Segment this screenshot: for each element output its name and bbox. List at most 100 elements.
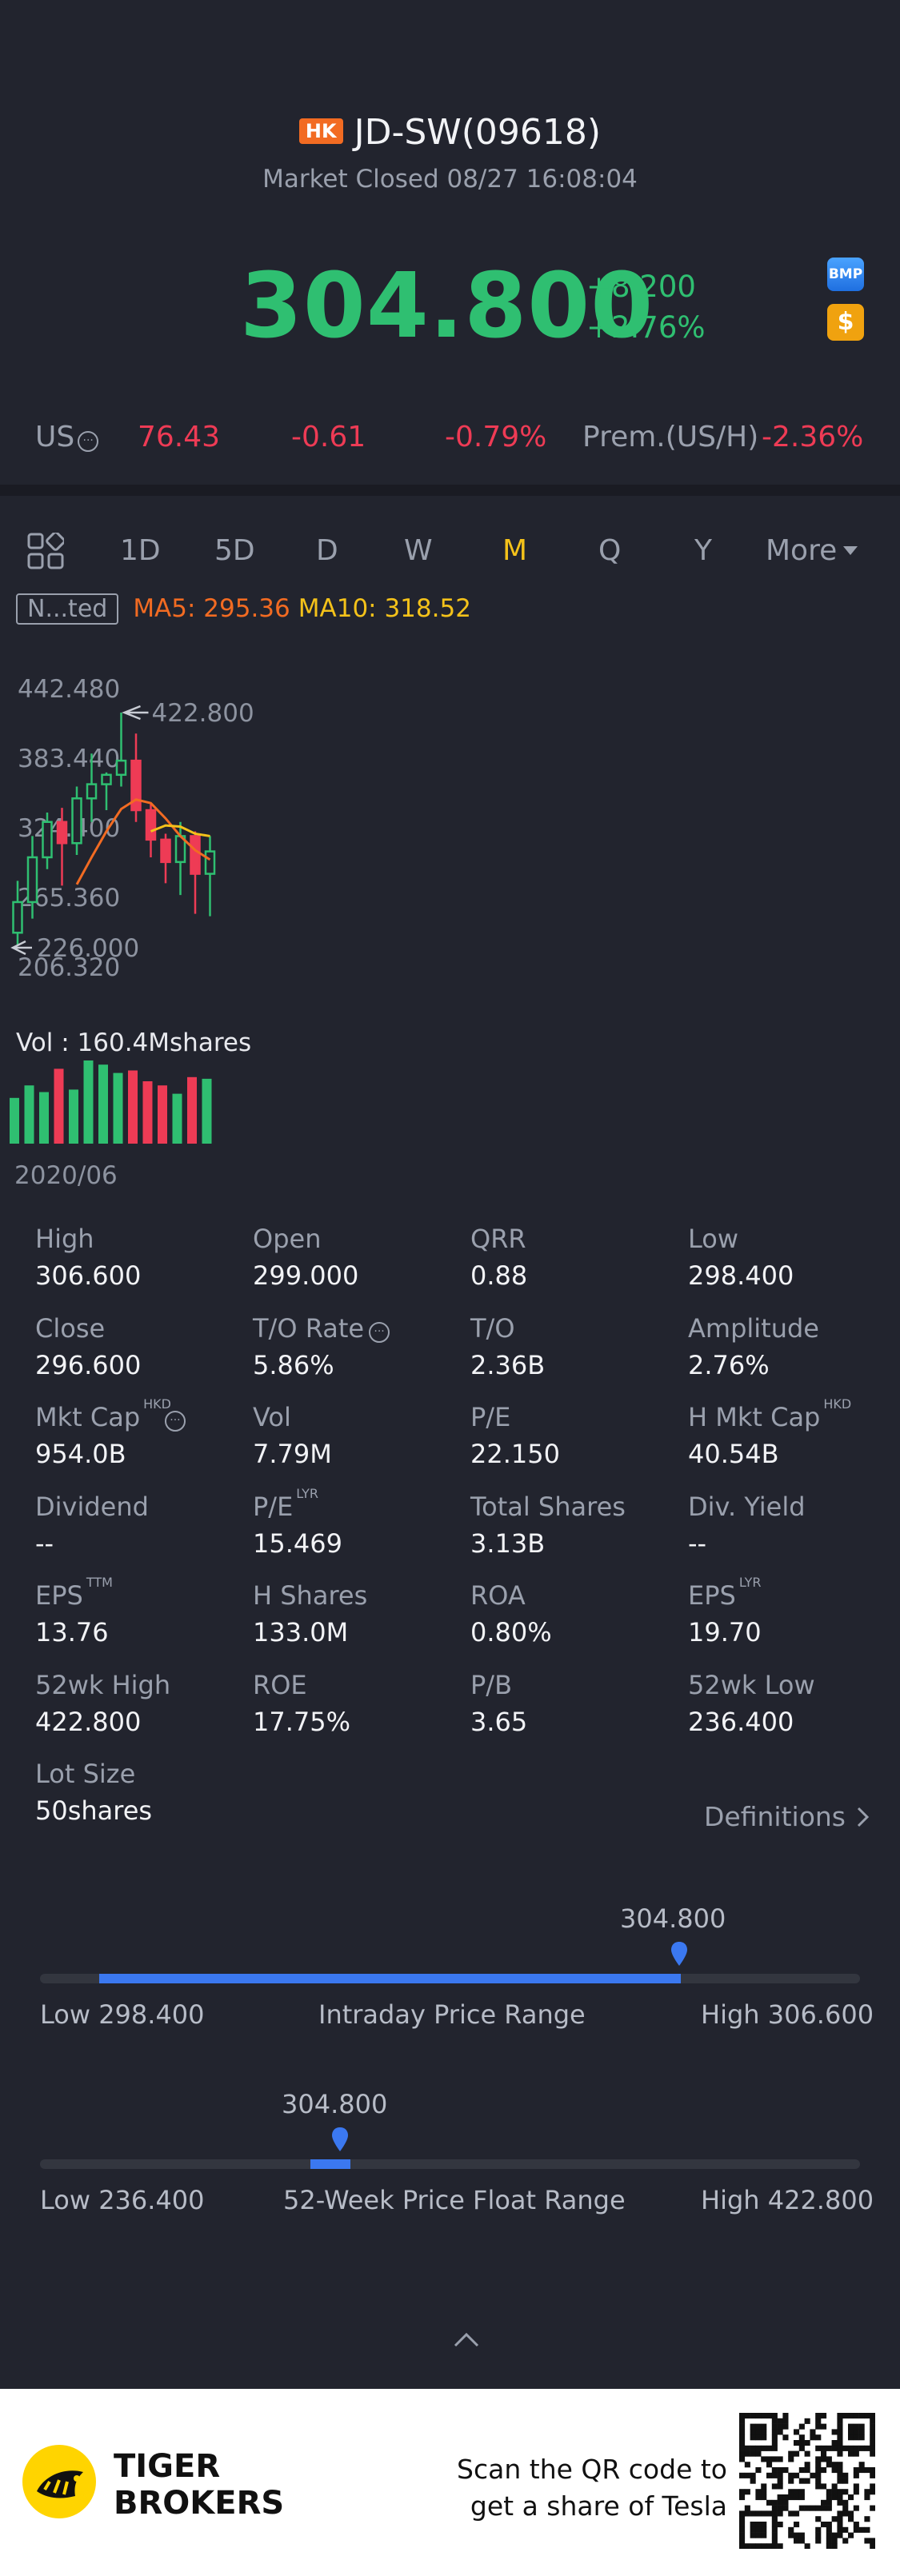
qr-module [810, 2505, 816, 2511]
tab-w[interactable]: W [404, 534, 433, 567]
stat-label: Amplitude [688, 1313, 896, 1344]
qr-module [870, 2440, 875, 2446]
chart-layout-grid-icon[interactable] [27, 533, 64, 569]
stat-value: 22.150 [470, 1439, 560, 1469]
qr-module [744, 2472, 750, 2478]
stat-value: 0.80% [470, 1617, 552, 1647]
volume-bar [98, 1064, 108, 1144]
qr-module [766, 2445, 773, 2451]
stat-label-text: P/B [470, 1669, 513, 1700]
qr-module [750, 2429, 756, 2435]
qr-module [821, 2423, 827, 2430]
stat-value: 5.86% [253, 1349, 334, 1380]
qr-module [864, 2526, 870, 2533]
adjust-mode-button[interactable]: N...ted [16, 593, 119, 625]
price-change-pct: +2.76% [586, 310, 706, 345]
tab-q[interactable]: Q [598, 534, 622, 567]
volume-bar [128, 1070, 138, 1144]
qr-module [750, 2472, 756, 2478]
stat-label-text: Dividend [35, 1491, 149, 1522]
more-dots-icon[interactable]: ··· [164, 1411, 186, 1432]
qr-module [870, 2483, 875, 2490]
qr-module [815, 2418, 822, 2424]
qr-module [842, 2499, 849, 2506]
qr-module [853, 2467, 859, 2474]
qr-module [771, 2538, 778, 2544]
candle-body [204, 850, 216, 875]
qr-module [826, 2456, 832, 2462]
qr-module [794, 2429, 800, 2435]
week52-range-track [40, 2159, 860, 2169]
week52-marker-icon [332, 2127, 348, 2151]
stat-t-o-rate: T/O Rate ··· 5.86% [253, 1313, 461, 1380]
qr-module [837, 2450, 843, 2457]
qr-module [761, 2434, 767, 2441]
stock-title: JD-SW(09618) [354, 112, 602, 153]
intraday-range-fill [99, 1974, 681, 1983]
qr-module [771, 2418, 778, 2424]
tab-y[interactable]: Y [694, 534, 712, 567]
intraday-current-label: 304.800 [620, 1903, 726, 1934]
qr-module [864, 2445, 870, 2451]
bmp-icon[interactable]: BMP [827, 258, 864, 291]
more-dots-icon[interactable]: ··· [78, 431, 99, 452]
tab-d[interactable]: D [316, 534, 338, 567]
qr-module [750, 2526, 756, 2533]
candle-body [56, 821, 68, 845]
qr-module [821, 2483, 827, 2490]
qr-module [804, 2418, 810, 2424]
tab-m[interactable]: M [502, 534, 528, 567]
qr-module [842, 2526, 849, 2533]
qr-module [777, 2499, 783, 2506]
stat-label-text: P/E [253, 1491, 294, 1522]
volume-bar [142, 1081, 153, 1144]
y-tick-label: 442.480 [18, 675, 120, 704]
qr-module [831, 2516, 838, 2522]
qr-module [870, 2418, 875, 2424]
qr-module [815, 2456, 822, 2462]
qr-module [788, 2456, 794, 2462]
qr-module [826, 2543, 832, 2549]
stat-label-text: ROA [470, 1580, 526, 1611]
definitions-link[interactable]: Definitions [704, 1801, 870, 1832]
qr-module [755, 2522, 762, 2528]
qr-module [848, 2429, 854, 2435]
stat-label: T/O Rate ··· [253, 1313, 461, 1344]
qr-module [788, 2510, 794, 2517]
stat-superscript: TTM [86, 1575, 113, 1590]
qr-module [804, 2478, 810, 2484]
qr-module [766, 2472, 773, 2478]
volume-bar [39, 1092, 49, 1144]
tab-more[interactable]: More [766, 534, 858, 567]
qr-module [831, 2489, 838, 2495]
qr-module [821, 2450, 827, 2457]
qr-module [821, 2413, 827, 2419]
brand-line-1: TIGER [114, 2448, 221, 2485]
stat-52wk-low: 52wk Low 236.400 [688, 1670, 896, 1737]
qr-module [804, 2505, 810, 2511]
stat-label-text: Low [688, 1224, 739, 1254]
qr-module [798, 2494, 805, 2501]
stat-value: 15.469 [253, 1528, 342, 1559]
premium-value: -2.36% [762, 421, 864, 453]
chevron-up-icon[interactable] [453, 2330, 480, 2348]
brand-line-2: BROKERS [114, 2485, 285, 2522]
qr-module [744, 2505, 750, 2511]
qr-module [842, 2445, 849, 2451]
dollar-icon[interactable]: $ [827, 304, 864, 341]
us-change: -0.61 [291, 421, 366, 453]
qr-module [777, 2418, 783, 2424]
tab-1d[interactable]: 1D [120, 534, 161, 567]
qr-module [848, 2445, 854, 2451]
tab-5d[interactable]: 5D [214, 534, 255, 567]
stat-value: 2.76% [688, 1349, 770, 1380]
stat-value: 236.400 [688, 1706, 794, 1737]
more-dots-icon[interactable]: ··· [369, 1321, 390, 1343]
qr-module [766, 2543, 773, 2549]
stat-value: 954.0B [35, 1439, 126, 1469]
qr-module [870, 2467, 875, 2474]
ma5-line [75, 798, 211, 885]
qr-module [826, 2462, 832, 2468]
qr-module [837, 2494, 843, 2501]
